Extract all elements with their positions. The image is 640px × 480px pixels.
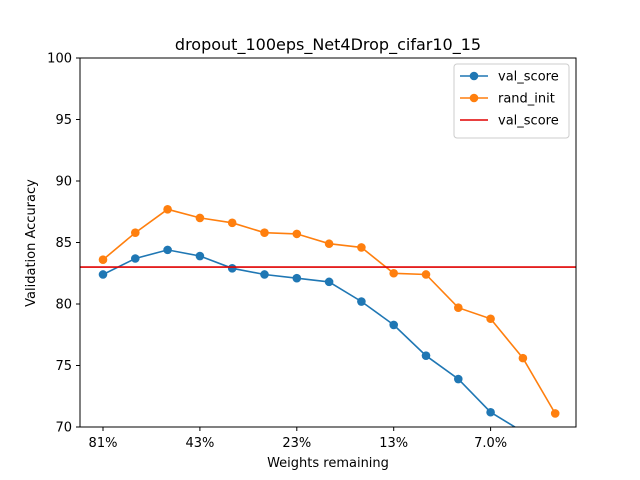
data-point-rand-init (227, 218, 237, 228)
data-point-rand-init (486, 314, 495, 324)
data-point-val-score (195, 251, 205, 261)
x-tick-label: 23% (282, 436, 311, 451)
data-point-val-score (163, 245, 172, 255)
plot-marks (80, 204, 576, 427)
data-point-rand-init (454, 303, 463, 312)
y-tick-label: 70 (55, 421, 72, 436)
y-tick-label: 90 (55, 175, 72, 190)
data-point-rand-init (389, 268, 399, 278)
x-axis-label: Weights remaining (267, 456, 389, 471)
data-point-rand-init (260, 228, 269, 237)
data-point-val-score (454, 374, 463, 384)
data-point-rand-init (550, 409, 560, 418)
chart-title: dropout_100eps_Net4Drop_cifar10_15 (175, 35, 481, 55)
x-tick-label: 13% (379, 436, 408, 451)
x-axis-ticks: 81% 43% 23% 13% 7.0% (89, 427, 507, 451)
series-line-val-score (102, 249, 517, 427)
y-axis-ticks: 70 75 80 85 90 95 100 (47, 52, 80, 436)
legend-label: val_score (498, 70, 559, 85)
y-tick-label: 85 (55, 236, 72, 251)
legend-swatch-marker (469, 93, 479, 103)
data-point-val-score (357, 297, 366, 306)
x-tick-label: 7.0% (474, 436, 507, 451)
y-tick-label: 100 (47, 52, 72, 67)
data-point-rand-init (518, 353, 528, 363)
data-point-val-score (131, 254, 140, 263)
data-point-val-score (421, 351, 431, 360)
legend-label: val_score (498, 114, 559, 129)
data-point-rand-init (292, 229, 302, 239)
data-point-val-score (292, 273, 302, 283)
data-point-val-score (98, 270, 108, 279)
data-point-rand-init (421, 270, 431, 279)
y-axis-label: Validation Accuracy (24, 179, 39, 307)
data-point-rand-init (324, 239, 334, 249)
data-point-rand-init (357, 243, 366, 252)
legend: val_score rand_init val_score (453, 63, 570, 139)
data-point-val-score (486, 407, 495, 417)
data-point-val-score (260, 270, 269, 279)
x-tick-label: 81% (89, 436, 118, 451)
data-point-rand-init (131, 228, 140, 237)
y-tick-label: 80 (55, 298, 72, 313)
y-tick-label: 95 (55, 113, 72, 128)
data-point-rand-init (98, 255, 108, 265)
legend-swatch-marker (469, 71, 479, 81)
data-point-rand-init (163, 204, 172, 214)
y-tick-label: 75 (55, 359, 72, 374)
data-point-val-score (324, 277, 334, 287)
data-point-val-score (227, 264, 237, 273)
data-point-val-score (389, 320, 399, 330)
x-tick-label: 43% (185, 436, 214, 451)
legend-label: rand_init (498, 92, 555, 107)
data-point-rand-init (195, 213, 205, 223)
